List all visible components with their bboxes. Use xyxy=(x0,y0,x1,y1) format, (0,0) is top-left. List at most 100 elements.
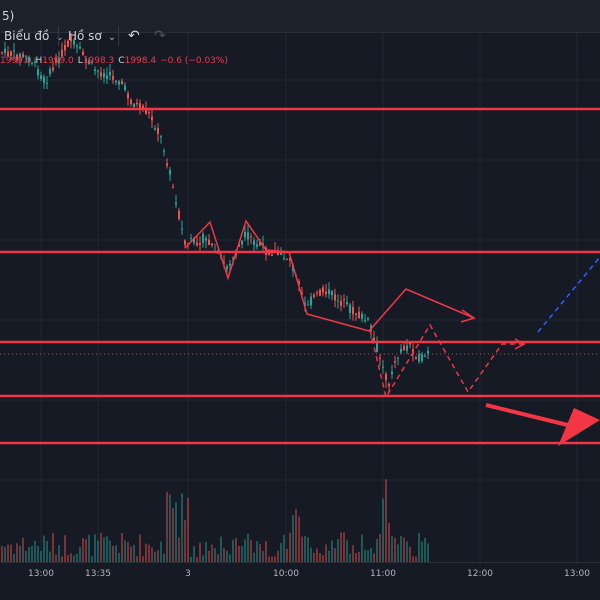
volume-bar xyxy=(16,543,18,562)
candle-body xyxy=(127,93,129,99)
ohlc-low-label: L xyxy=(77,56,83,66)
volume-bar xyxy=(418,533,420,562)
volume-bar xyxy=(1,545,3,562)
candle-body xyxy=(184,240,186,245)
volume-bar xyxy=(427,543,429,562)
candle-body xyxy=(10,51,12,56)
candle-body xyxy=(172,186,174,188)
candle-body xyxy=(67,40,69,47)
volume-bar xyxy=(361,534,363,562)
undo-icon[interactable]: ↶ xyxy=(128,28,140,44)
volume-bar xyxy=(226,550,228,562)
candle-body xyxy=(7,51,9,57)
profile-menu-label: Hồ sơ xyxy=(68,29,102,43)
candle-body xyxy=(43,76,45,83)
volume-bar xyxy=(34,540,36,562)
volume-bar xyxy=(100,532,102,562)
candle-body xyxy=(286,258,288,260)
candle-body xyxy=(418,353,420,362)
volume-bar xyxy=(181,493,183,562)
volume-bar xyxy=(187,497,189,562)
candle-body xyxy=(388,383,390,387)
volume-bar xyxy=(148,544,150,562)
candle-body xyxy=(181,228,183,230)
candle-body xyxy=(151,116,153,121)
volume-bar xyxy=(25,551,27,562)
arrow-down-right[interactable] xyxy=(485,403,581,430)
profile-menu-button[interactable]: Hồ sơ ⌄ xyxy=(68,28,116,44)
candle-body xyxy=(4,48,6,54)
window-title: 5) xyxy=(2,9,15,23)
volume-bar xyxy=(313,552,315,562)
volume-bar xyxy=(343,532,345,562)
candle-body xyxy=(385,373,387,381)
volume-bar xyxy=(250,539,252,562)
candle-body xyxy=(304,302,306,306)
candle-body xyxy=(190,237,192,239)
volume-bar xyxy=(232,539,234,562)
arrow-down-right-head xyxy=(558,408,600,446)
volume-bar xyxy=(292,515,294,562)
volume-bar xyxy=(382,498,384,562)
volume-bar xyxy=(61,556,63,562)
time-axis[interactable]: 13:00 13:35 3 10:00 11:00 12:00 13:00 xyxy=(0,562,600,600)
volume-bar xyxy=(268,556,270,562)
candle-body xyxy=(31,62,33,64)
candle-body xyxy=(55,58,57,63)
volume-bar xyxy=(172,508,174,562)
candle-body xyxy=(259,241,261,246)
candle-body xyxy=(85,58,87,62)
volume-bar xyxy=(310,547,312,562)
volume-bar xyxy=(22,537,24,562)
ohlc-change: −0.6 (−0.03%) xyxy=(160,56,228,66)
chevron-down-icon: ⌄ xyxy=(107,32,117,43)
volume-bar xyxy=(40,551,42,562)
volume-bar xyxy=(58,545,60,562)
candle-body xyxy=(298,281,300,285)
candle-body xyxy=(409,342,411,345)
candle-body xyxy=(223,262,225,264)
drawings-layer[interactable] xyxy=(0,107,600,446)
candle-body xyxy=(16,54,18,60)
candle-body xyxy=(13,50,15,52)
volume-bar xyxy=(46,540,48,562)
candle-body xyxy=(160,136,162,138)
volume-bar xyxy=(217,554,219,562)
volume-bar xyxy=(73,555,75,562)
price-chart[interactable] xyxy=(0,0,600,562)
candle-body xyxy=(343,299,345,301)
volume-bar xyxy=(238,545,240,562)
candle-body xyxy=(334,294,336,301)
candle-body xyxy=(382,366,384,368)
candle-body xyxy=(403,345,405,351)
volume-bar xyxy=(139,534,141,562)
candle-body xyxy=(124,85,126,91)
volume-bar xyxy=(64,535,66,562)
candle-body xyxy=(307,304,309,306)
volume-bar xyxy=(334,548,336,562)
volume-bar xyxy=(271,556,273,562)
zigzag-pattern[interactable] xyxy=(184,219,475,332)
volume-bar xyxy=(79,546,81,562)
volume-bar xyxy=(307,537,309,562)
candle-body xyxy=(352,307,354,315)
candle-body xyxy=(400,348,402,353)
candle-body xyxy=(301,292,303,295)
blue-dashed-projection[interactable] xyxy=(537,256,600,333)
volume-bar xyxy=(394,537,396,562)
volume-bar xyxy=(52,533,54,562)
chart-menu-button[interactable]: Biểu đồ ⌄ xyxy=(4,28,64,44)
volume-bar xyxy=(304,536,306,562)
redo-icon[interactable]: ↷ xyxy=(154,28,166,44)
candle-body xyxy=(361,313,363,319)
ohlc-close: 1998.4 xyxy=(124,56,157,66)
volume-bar xyxy=(55,554,57,562)
candle-body xyxy=(289,258,291,261)
volume-bar xyxy=(184,520,186,562)
candle-body xyxy=(199,243,201,245)
candle-body xyxy=(310,296,312,306)
volume-bar xyxy=(337,538,339,562)
volume-bar xyxy=(331,540,333,562)
dashed-projection[interactable] xyxy=(369,323,524,399)
candle-body xyxy=(130,99,132,105)
